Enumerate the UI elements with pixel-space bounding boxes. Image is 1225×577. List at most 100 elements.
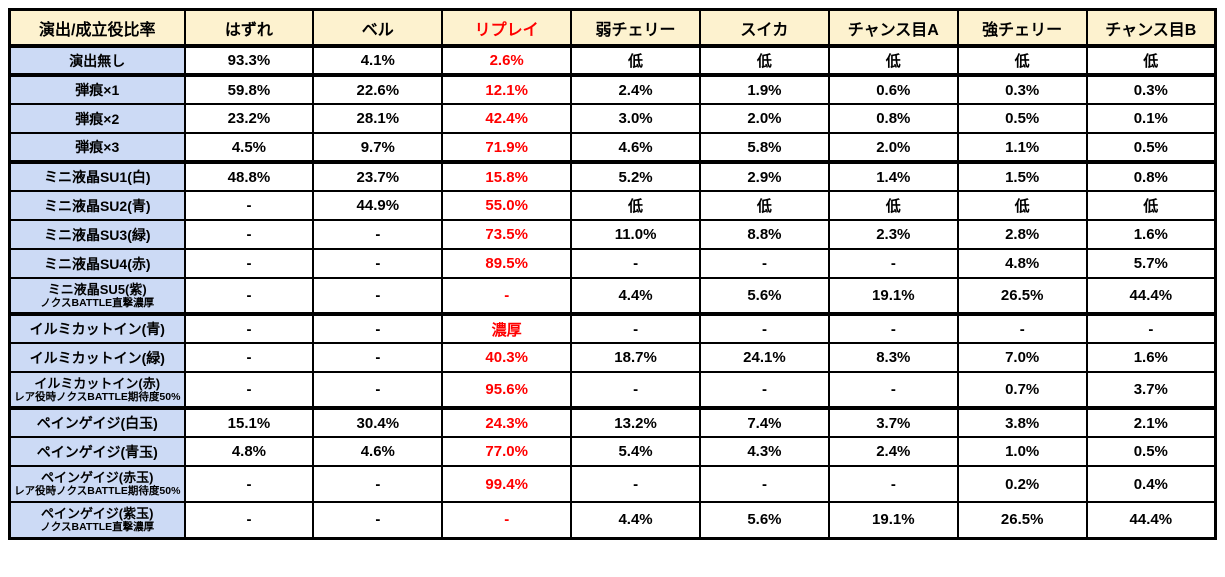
table-cell: 26.5% xyxy=(956,277,1088,315)
table-cell: 2.4% xyxy=(570,73,701,105)
table-cell: 0.5% xyxy=(956,103,1088,134)
table-cell: 23.2% xyxy=(183,103,315,134)
table-cell: 低 xyxy=(570,190,701,221)
table-cell: 2.6% xyxy=(441,44,573,76)
header-cell-replay: リプレイ xyxy=(441,8,573,48)
table-cell: 73.5% xyxy=(441,219,573,250)
table-cell: 2.4% xyxy=(827,436,959,467)
header-cell: チャンス目B xyxy=(1085,8,1217,48)
table-cell: 4.3% xyxy=(699,436,830,467)
table-row-mini-lcd: ミニ液晶SU1(白) 48.8% 23.7% 15.8% 5.2% 2.9% 1.4% 1.5… xyxy=(8,160,1217,192)
table-cell: 15.1% xyxy=(183,406,315,438)
table-cell: - xyxy=(699,465,830,503)
table-cell: - xyxy=(827,371,959,409)
table-row-bullet-marks: 弾痕×3 4.5% 9.7% 71.9% 4.6% 5.8% 2.0% 1.1% 0.5% xyxy=(8,132,1217,163)
table-cell: 5.4% xyxy=(570,436,701,467)
header-row: 演出/成立役比率 はずれ ベル リプレイ 弱チェリー スイカ チャンス目A 強チ… xyxy=(8,8,1217,48)
table-cell: 71.9% xyxy=(441,132,573,163)
table-cell: 55.0% xyxy=(441,190,573,221)
table-cell: 0.8% xyxy=(1085,160,1217,192)
table-cell: 0.7% xyxy=(956,371,1088,409)
table-row-pain-gauge: ペインゲイジ(赤玉) レア役時ノクスBATTLE期待度50% - -99.4% - - -0… xyxy=(8,465,1217,503)
row-sublabel: ノクスBATTLE直撃濃厚 xyxy=(40,520,155,533)
row-sublabel: レア役時ノクスBATTLE期待度50% xyxy=(14,485,181,498)
table-cell: - xyxy=(183,190,315,221)
table-cell: 0.4% xyxy=(1085,465,1217,503)
table-cell: 0.8% xyxy=(827,103,959,134)
row-label: ペインゲイジ(紫玉) ノクスBATTLE直撃濃厚 xyxy=(8,501,186,539)
table-cell: - xyxy=(183,342,315,373)
row-label: ミニ液晶SU4(赤) xyxy=(8,248,186,279)
table-cell: - xyxy=(570,248,701,279)
table-cell: 2.3% xyxy=(827,219,959,250)
table-cell: - xyxy=(183,501,315,539)
row-label: イルミカットイン(赤) レア役時ノクスBATTLE期待度50% xyxy=(8,371,186,409)
row-sublabel: レア役時ノクスBATTLE期待度50% xyxy=(14,390,181,403)
table-cell: - xyxy=(312,465,444,503)
table-cell: - xyxy=(312,277,444,315)
table-cell: 0.3% xyxy=(1085,73,1217,105)
table-cell: 1.5% xyxy=(956,160,1088,192)
row-label: 弾痕×2 xyxy=(8,103,186,134)
table-cell: - xyxy=(699,248,830,279)
header-cell: 強チェリー xyxy=(956,8,1088,48)
table-cell: - xyxy=(183,465,315,503)
effect-ratio-table: 演出/成立役比率 はずれ ベル リプレイ 弱チェリー スイカ チャンス目A 強チ… xyxy=(8,8,1217,540)
table-cell: 28.1% xyxy=(312,103,444,134)
table-cell: 15.8% xyxy=(441,160,573,192)
table-cell: 2.0% xyxy=(699,103,830,134)
table-cell: 1.9% xyxy=(699,73,830,105)
table-row-mini-lcd: ミニ液晶SU2(青) -44.9% 55.0% 低低低低低 xyxy=(8,190,1217,221)
table-cell: - xyxy=(441,501,573,539)
table-cell: 24.3% xyxy=(441,406,573,438)
table-header: 演出/成立役比率 はずれ ベル リプレイ 弱チェリー スイカ チャンス目A 強チ… xyxy=(8,8,1217,48)
table-cell: 低 xyxy=(1085,190,1217,221)
table-row-bullet-marks: 弾痕×1 59.8% 22.6% 12.1% 2.4% 1.9% 0.6% 0.3% 0.3% xyxy=(8,73,1217,105)
table-cell: 低 xyxy=(956,44,1088,76)
table-cell: 0.5% xyxy=(1085,132,1217,163)
table-cell: 7.0% xyxy=(956,342,1088,373)
table-cell: 0.6% xyxy=(827,73,959,105)
table-cell: 3.8% xyxy=(956,406,1088,438)
table-cell: 77.0% xyxy=(441,436,573,467)
table-cell: 44.4% xyxy=(1085,277,1217,315)
table-cell: 1.4% xyxy=(827,160,959,192)
table-cell: 0.5% xyxy=(1085,436,1217,467)
header-cell: チャンス目A xyxy=(827,8,959,48)
table-row-illumi-cutin: イルミカットイン(赤) レア役時ノクスBATTLE期待度50% - -95.6% - - -… xyxy=(8,371,1217,409)
table-cell: 4.6% xyxy=(570,132,701,163)
table-cell: 42.4% xyxy=(441,103,573,134)
table-cell: 0.2% xyxy=(956,465,1088,503)
table-cell: 1.1% xyxy=(956,132,1088,163)
table-row-pain-gauge: ペインゲイジ(紫玉) ノクスBATTLE直撃濃厚 - - -4.4% 5.6% 19.1% 2… xyxy=(8,501,1217,539)
table-body: 演出無し 93.3% 4.1% 2.6% 低低低低低弾痕×1 59.8% 22.6% 12.1… xyxy=(8,44,1217,539)
table-cell: 59.8% xyxy=(183,73,315,105)
row-label: ペインゲイジ(白玉) xyxy=(8,406,186,438)
table-cell: - xyxy=(183,219,315,250)
table-cell: - xyxy=(570,371,701,409)
table-cell: 95.6% xyxy=(441,371,573,409)
table-cell: 48.8% xyxy=(183,160,315,192)
table-cell: 7.4% xyxy=(699,406,830,438)
table-row-bullet-marks: 弾痕×2 23.2% 28.1% 42.4% 3.0% 2.0% 0.8% 0.5% 0.1% xyxy=(8,103,1217,134)
table-cell: 44.4% xyxy=(1085,501,1217,539)
row-label: イルミカットイン(青) xyxy=(8,312,186,344)
table-cell: - xyxy=(312,248,444,279)
table-cell: 11.0% xyxy=(570,219,701,250)
row-label: ミニ液晶SU1(白) xyxy=(8,160,186,192)
table-cell: 4.1% xyxy=(312,44,444,76)
table-cell: 93.3% xyxy=(183,44,315,76)
row-label: 弾痕×1 xyxy=(8,73,186,105)
table-cell: 8.8% xyxy=(699,219,830,250)
table-cell: 3.0% xyxy=(570,103,701,134)
table-cell: 2.9% xyxy=(699,160,830,192)
table-cell: 0.1% xyxy=(1085,103,1217,134)
table-cell: - xyxy=(183,371,315,409)
table-cell: - xyxy=(183,248,315,279)
table-cell: 4.8% xyxy=(956,248,1088,279)
table-cell: 5.6% xyxy=(699,277,830,315)
row-label: ミニ液晶SU5(紫) ノクスBATTLE直撃濃厚 xyxy=(8,277,186,315)
table-cell: - xyxy=(312,312,444,344)
table-cell: 2.8% xyxy=(956,219,1088,250)
row-label: ミニ液晶SU3(緑) xyxy=(8,219,186,250)
